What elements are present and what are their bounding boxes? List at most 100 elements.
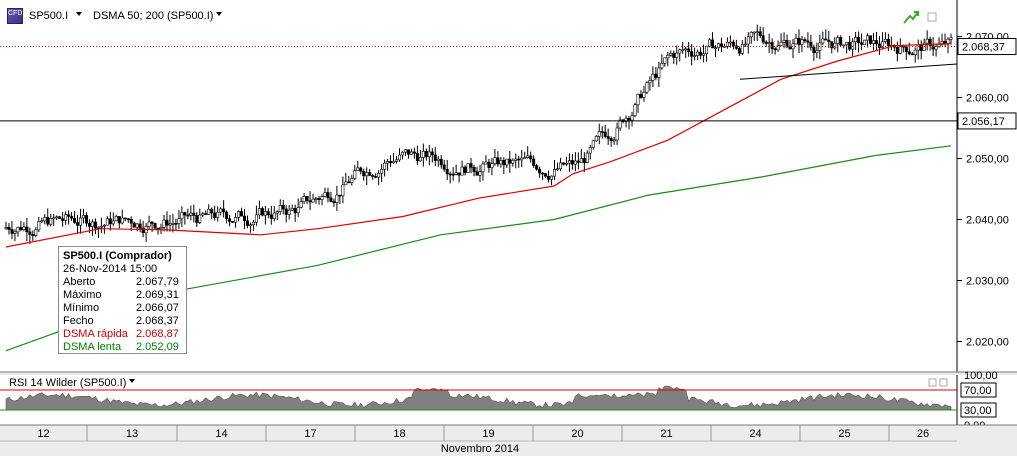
candle-body xyxy=(117,216,121,224)
candle-body xyxy=(43,217,47,222)
candle-body xyxy=(7,226,11,230)
candle-body xyxy=(526,155,530,158)
candle-body xyxy=(863,39,867,45)
time-axis-ticks: 12 13 14 17 18 19 20 21 24 25 26 xyxy=(37,425,929,441)
candle-body xyxy=(728,41,732,44)
candle-body xyxy=(347,181,351,184)
candle-body xyxy=(505,158,509,166)
candle-body xyxy=(743,43,747,46)
tooltip-row-key: DSMA lenta xyxy=(63,341,122,353)
candle-body xyxy=(934,46,938,50)
candle-body xyxy=(758,31,762,37)
candle-body xyxy=(612,139,616,142)
candle-body xyxy=(919,44,923,51)
candle-body xyxy=(567,160,571,164)
candle-body xyxy=(457,172,461,176)
candle-body xyxy=(672,53,676,58)
candle-body xyxy=(782,40,786,43)
candle-body xyxy=(231,221,235,223)
candle-body xyxy=(940,40,944,45)
candle-body xyxy=(803,39,807,42)
candle-body xyxy=(96,226,100,229)
candle-body xyxy=(201,213,205,216)
tooltip-row-value: 2.066,07 xyxy=(136,302,179,314)
candle-body xyxy=(532,158,536,166)
candle-body xyxy=(76,222,80,226)
current-price-label: 2.068,37 xyxy=(962,42,1005,54)
candle-body xyxy=(290,208,294,211)
level-price-box xyxy=(957,112,1017,130)
indicator-label[interactable]: DSMA 50; 200 (SP500.I) xyxy=(93,10,214,22)
symbol-label[interactable]: SP500.I xyxy=(29,10,69,22)
candle-body xyxy=(791,43,795,50)
rsi-close-icon[interactable] xyxy=(939,378,948,387)
candle-body xyxy=(445,169,449,175)
rsi-label[interactable]: RSI 14 Wilder (SP500.I) xyxy=(9,377,127,389)
candle-body xyxy=(678,49,682,54)
symbol-dropdown-chevron-down-icon[interactable] xyxy=(76,12,82,16)
candle-body xyxy=(317,198,321,200)
candle-body xyxy=(412,151,416,154)
candle-body xyxy=(615,127,619,141)
day-tick-label: 24 xyxy=(749,428,761,440)
candle-body xyxy=(61,218,65,221)
candle-body xyxy=(561,162,565,165)
candle-body xyxy=(788,46,792,50)
candle-body xyxy=(171,223,175,225)
candle-body xyxy=(740,44,744,54)
trendline[interactable] xyxy=(739,63,958,80)
indicator-dropdown-chevron-down-icon[interactable] xyxy=(216,12,222,16)
candle-body xyxy=(195,215,199,223)
candle-body xyxy=(949,37,953,40)
candle-body xyxy=(854,36,858,43)
rsi-dropdown-chevron-down-icon[interactable] xyxy=(129,379,135,383)
trend-up-icon[interactable] xyxy=(903,11,919,24)
candle-body xyxy=(28,231,32,235)
candle-body xyxy=(827,39,831,42)
rsi-level-box xyxy=(960,382,997,398)
candle-body xyxy=(490,163,494,169)
candle-body xyxy=(809,41,813,48)
candle-body xyxy=(365,172,369,177)
candle-body xyxy=(711,39,715,49)
candle-body xyxy=(34,229,38,236)
candle-body xyxy=(898,45,902,54)
day-tick-label: 25 xyxy=(838,428,850,440)
candle-body xyxy=(16,227,20,233)
candle-body xyxy=(916,44,920,51)
maximize-icon[interactable] xyxy=(927,12,937,22)
candle-body xyxy=(293,208,297,214)
candle-body xyxy=(210,208,214,214)
candle-body xyxy=(353,170,357,179)
candle-body xyxy=(436,158,440,161)
candle-body xyxy=(913,49,917,55)
candle-body xyxy=(198,214,202,223)
candle-body xyxy=(424,151,428,158)
candle-body xyxy=(600,131,604,133)
panel-separator[interactable] xyxy=(0,372,1017,375)
candle-body xyxy=(430,151,434,156)
cfd-instrument-icon[interactable]: CFD xyxy=(7,8,23,24)
candle-body xyxy=(564,162,568,165)
candle-body xyxy=(508,158,512,164)
candle-body xyxy=(245,220,249,226)
candle-body xyxy=(150,221,154,224)
price-tick-label: 2.060,00 xyxy=(966,93,1009,105)
candle-body xyxy=(779,42,783,46)
candle-body xyxy=(761,35,765,43)
candle-body xyxy=(13,231,17,234)
candle-body xyxy=(165,219,169,226)
price-axis-bg xyxy=(957,0,1017,425)
rsi-panel xyxy=(0,385,957,411)
candle-body xyxy=(725,41,729,47)
rsi-maximize-icon[interactable] xyxy=(928,378,937,387)
candle-body xyxy=(398,154,402,161)
candle-body xyxy=(52,217,56,220)
candle-body xyxy=(806,40,810,43)
candle-body xyxy=(541,172,545,175)
candle-body xyxy=(93,221,97,229)
candle-body xyxy=(573,160,577,165)
candle-body xyxy=(770,42,774,49)
candle-body xyxy=(55,216,59,219)
